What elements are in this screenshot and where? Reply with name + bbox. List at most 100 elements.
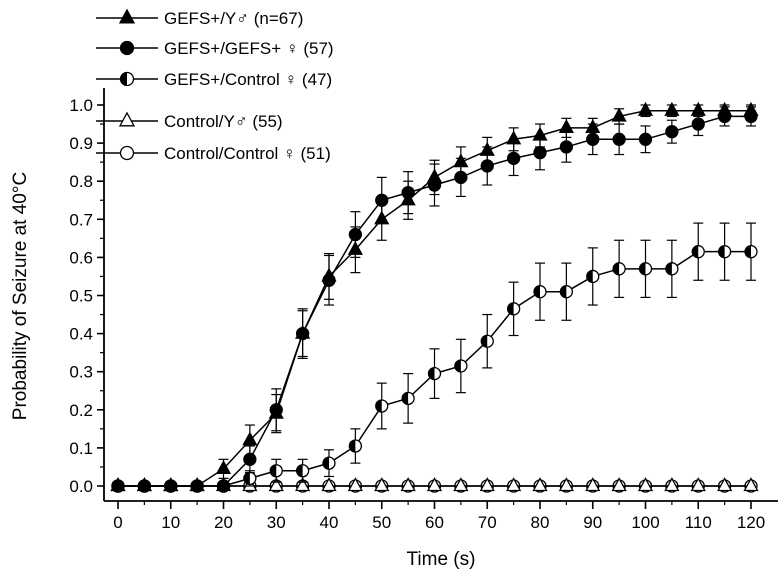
data-point (163, 477, 179, 492)
data-point-outline (533, 285, 547, 299)
data-point (215, 460, 232, 474)
legend-label: Control/Control ♀ (51) (164, 144, 331, 163)
axes: 0 10 20 30 40 50 60 70 80 90 100 110 120 0.00.10.20.… (69, 88, 778, 532)
data-point-outline (295, 464, 310, 478)
data-point-outline (744, 245, 758, 259)
data-point (665, 262, 679, 276)
data-point (479, 477, 495, 492)
data-point (717, 101, 733, 116)
data-point (321, 267, 337, 282)
data-point (506, 302, 521, 316)
data-point-half (120, 72, 127, 86)
y-tick-label: 0.2 (69, 401, 93, 420)
data-point (243, 471, 257, 486)
data-point-outline (506, 302, 521, 316)
data-point (118, 8, 136, 24)
x-tick-label: 100 (631, 513, 659, 532)
y-tick-label: 0.1 (69, 439, 93, 458)
data-point (242, 431, 258, 446)
data-point (480, 334, 494, 348)
x-tick-label: 120 (737, 513, 765, 532)
data-point (717, 245, 732, 259)
legend-item: GEFS+/Y♂ (n=67) (96, 8, 303, 28)
data-point-outline (375, 399, 389, 413)
data-point (532, 477, 548, 492)
data-point (691, 245, 705, 259)
legend-item: GEFS+/Control ♀ (47) (96, 70, 332, 89)
data-point (374, 477, 390, 492)
data-point (506, 151, 521, 165)
data-point-outline (665, 262, 679, 276)
data-point (691, 117, 705, 131)
data-point (268, 477, 284, 492)
data-point (321, 477, 337, 492)
x-tick-label: 50 (372, 513, 391, 532)
data-point-outline (480, 334, 494, 348)
data-point (347, 240, 363, 255)
data-point-outline (269, 464, 283, 478)
legend-item: Control/Y♂ (55) (96, 111, 283, 131)
data-point (110, 477, 126, 492)
data-point (506, 130, 522, 145)
y-tick-label: 0.5 (69, 287, 93, 306)
x-axis-title: Time (s) (407, 549, 476, 570)
data-point-outline (586, 269, 600, 284)
y-ticks: 0.0 0.1 0.2 0.3 0.4 0.5 0.6 0.7 0.8 0.9 1.0 (69, 96, 104, 496)
data-point-outline (119, 71, 135, 87)
data-point (717, 477, 733, 492)
data-point (401, 391, 415, 406)
data-point (638, 132, 653, 146)
y-tick-label: 0.7 (69, 210, 93, 229)
data-point (690, 101, 706, 116)
plot-area (110, 101, 759, 493)
data-point (348, 439, 363, 453)
data-point-outline (559, 285, 574, 299)
data-point (664, 101, 680, 116)
data-point (426, 168, 443, 183)
data-point (638, 262, 653, 276)
data-point (690, 477, 706, 492)
data-point (558, 477, 574, 492)
data-point (558, 119, 574, 133)
data-point (322, 456, 336, 470)
legend: GEFS+/Y♂ (n=67) GEFS+/GEFS+ ♀ (57) GEFS+/C… (96, 8, 334, 163)
legend-label: GEFS+/Y♂ (n=67) (164, 9, 303, 28)
data-point (533, 285, 547, 299)
data-point (479, 141, 495, 156)
x-tick-label: 60 (425, 513, 444, 532)
data-point (295, 477, 311, 492)
data-point (453, 153, 469, 168)
data-point-outline (427, 366, 442, 381)
x-tick-label: 40 (320, 513, 339, 532)
data-point-outline (454, 359, 468, 373)
x-tick-label: 20 (214, 513, 233, 532)
x-tick-label: 80 (531, 513, 550, 532)
data-point (426, 477, 443, 492)
data-point (637, 477, 654, 492)
data-point (612, 132, 626, 146)
data-point (119, 40, 135, 56)
data-point (347, 477, 363, 492)
data-point (119, 145, 135, 161)
data-point-outline (638, 262, 653, 276)
data-point (268, 404, 284, 419)
data-point (559, 140, 574, 154)
data-point (506, 477, 522, 492)
data-point (744, 245, 758, 259)
data-point (454, 359, 468, 373)
data-point (269, 464, 283, 478)
y-tick-label: 0.3 (69, 363, 93, 382)
data-point-outline (401, 391, 415, 406)
data-point (533, 145, 547, 160)
data-point-outline (691, 245, 705, 259)
data-point (453, 477, 469, 492)
data-point-outline (322, 456, 336, 470)
data-point (119, 71, 135, 87)
y-tick-label: 0.6 (69, 248, 93, 267)
data-point (189, 477, 205, 492)
data-point (118, 111, 136, 127)
data-point (295, 464, 310, 478)
x-tick-label: 110 (685, 513, 712, 532)
x-ticks: 0 10 20 30 40 50 60 70 80 90 100 110 120 (113, 501, 765, 532)
